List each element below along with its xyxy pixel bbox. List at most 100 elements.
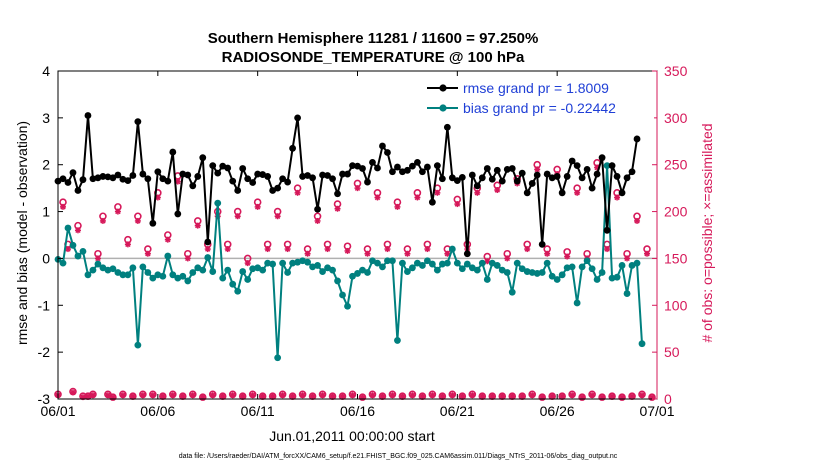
obs-assimilated-point [309,393,316,400]
bias-point [284,269,292,276]
legend-rmse-marker [439,84,447,92]
rmse-point [488,175,496,183]
legend-box [422,76,654,120]
legend: rmse grand pr = 1.8009 bias grand pr = -… [422,76,654,120]
bias-point [443,259,451,267]
rmse-point [374,164,381,172]
obs-assimilated-point [459,393,466,400]
bias-point [433,266,441,274]
y-left-tick-label: 2 [42,157,50,173]
bias-point [344,302,351,310]
rmse-point [379,142,386,150]
rmse-point [463,250,471,258]
rmse-point [114,171,122,179]
obs-assimilated-point [524,246,531,253]
obs-assimilated-point [164,236,171,243]
bias-point [69,241,77,249]
y-left-tick-label: 0 [42,250,50,266]
obs-assimilated-point [69,389,76,396]
bias-point [84,271,92,279]
axes-frame [57,70,658,400]
rmse-point [498,177,506,185]
rmse-point [603,226,611,234]
rmse-point [533,171,541,179]
rmse-point [99,173,107,180]
rmse-point [623,174,631,182]
obs-assimilated-point [184,255,191,262]
bias-point [463,260,471,268]
rmse-point [598,154,606,162]
obs-assimilated-point [219,393,226,400]
bias-point [453,259,461,267]
rmse-point [628,168,636,176]
x-tick-label: 06/11 [241,403,275,419]
obs-assimilated-point [504,255,511,262]
rmse-point [593,170,601,178]
bias-point [543,259,551,267]
rmse-point [359,165,366,172]
rmse-point [483,165,491,172]
obs-assimilated-point [509,393,516,400]
obs-assimilated-point [84,393,91,400]
rmse-point [169,148,177,156]
bias-point [598,269,606,276]
rmse-point [154,168,162,176]
y-axis-left-label: rmse and bias (model - observation) [14,121,30,345]
obs-assimilated-point [304,250,311,257]
obs-assimilated-point [279,392,286,399]
bias-point [633,259,641,267]
bias-point [189,269,197,276]
obs-assimilated-point [469,392,476,399]
data-file-footnote: data file: /Users/raeder/DAI/ATM_forcXX/… [179,453,618,460]
rmse-point [324,172,331,179]
obs-assimilated-point [299,392,306,399]
obs-assimilated-point [269,393,276,400]
bias-point [74,252,82,260]
bias-point [638,340,646,348]
y-right-tick-label: 50 [664,344,680,360]
obs-assimilated-point [124,241,131,248]
bias-point [234,287,242,295]
rmse-point [478,174,486,182]
bias-point [94,260,102,268]
obs-assimilated-point [59,203,66,210]
bias-point [169,271,177,279]
chart-subtitle: RADIOSONDE_TEMPERATURE @ 100 hPa [222,49,525,66]
obs-assimilated-point [249,392,256,399]
rmse-point [468,171,476,179]
y-right-tick-label: 150 [664,250,688,266]
rmse-point [538,240,546,248]
obs-assimilated-point [114,208,121,215]
bias-point [493,262,501,269]
x-tick-label: 06/01 [40,403,75,419]
obs-assimilated-point [344,247,351,254]
bias-point [503,269,511,276]
bias-point [404,268,411,275]
rmse-point [174,210,182,218]
obs-assimilated-point [244,260,251,267]
bias-point [418,262,426,269]
rmse-point [209,162,217,170]
bias-point [204,254,212,261]
rmse-point [558,189,566,197]
obs-assimilated-point [119,392,126,399]
rmse-point [109,174,117,182]
rmse-point [329,175,336,183]
bias-point [229,280,237,288]
rmse-point [124,177,132,185]
rmse-point [513,177,521,185]
rmse-point [319,171,326,179]
bias-point [349,272,356,280]
rmse-point [189,182,197,190]
rmse-point [508,165,516,172]
obs-assimilated-point [424,246,431,253]
obs-assimilated-point [414,194,421,201]
bias-point [593,276,601,283]
x-tick-label: 06/21 [440,403,475,419]
bias-point [119,271,127,279]
obs-assimilated-point [284,246,291,253]
rmse-point [369,158,376,166]
obs-assimilated-point [314,217,321,224]
y-right-tick-label: 100 [664,297,688,313]
obs-assimilated-point [399,393,406,400]
